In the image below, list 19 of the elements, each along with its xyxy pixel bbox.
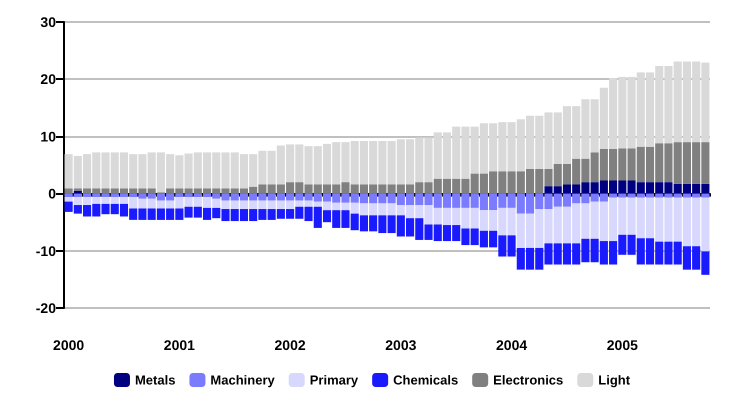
x-tick-label: 2003: [385, 337, 417, 353]
legend-label: Chemicals: [393, 372, 458, 388]
x-tick-label: 2002: [274, 337, 306, 353]
y-tick-label: 10: [40, 128, 56, 144]
legend-label: Metals: [134, 372, 176, 388]
x-tick-label: 2004: [496, 337, 528, 353]
y-tick-label: -10: [36, 242, 56, 259]
legend-label: Electronics: [493, 372, 564, 388]
y-tick-label: 20: [40, 71, 56, 88]
legend-label: Primary: [310, 372, 359, 388]
legend-label: Light: [598, 372, 631, 388]
y-tick-label: 0: [48, 186, 56, 202]
x-tick-label: 2001: [164, 337, 196, 353]
y-tick-label: 30: [40, 14, 56, 30]
legend-label: Machinery: [210, 372, 276, 388]
x-tick-label: 2000: [53, 337, 84, 353]
bar: [74, 190, 82, 194]
x-tick-label: 2005: [606, 337, 638, 353]
y-tick-label: -20: [36, 300, 56, 316]
